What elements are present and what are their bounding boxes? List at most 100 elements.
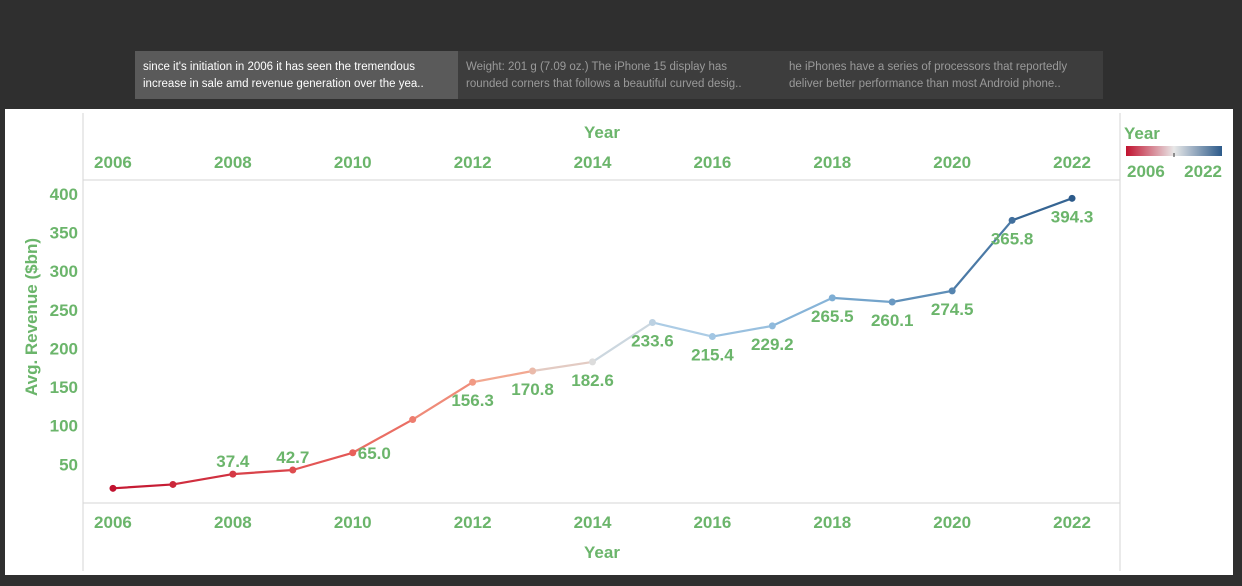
data-label-2019: 260.1 — [871, 311, 914, 330]
story-tab-3-line1: he iPhones have a series of processors t… — [789, 61, 1068, 73]
x-tick-top-2012: 2012 — [454, 153, 492, 172]
data-label-2008: 37.4 — [216, 452, 250, 471]
data-label-2020: 274.5 — [931, 300, 974, 319]
line-segment-2007-2008 — [171, 473, 234, 486]
line-segment-2010-2011 — [351, 418, 414, 454]
y-tick-350: 350 — [50, 224, 78, 243]
y-tick-200: 200 — [50, 339, 78, 358]
line-segment-2012-2013 — [471, 369, 534, 384]
line-segment-2020-2021 — [951, 219, 1014, 292]
line-segment-2008-2009 — [231, 468, 294, 476]
x-tick-bottom-2008: 2008 — [214, 513, 252, 532]
line-segment-2014-2015 — [591, 321, 654, 363]
data-point-2010[interactable] — [349, 449, 357, 457]
data-label-2014: 182.6 — [571, 371, 614, 390]
data-point-2015[interactable] — [648, 318, 656, 326]
data-point-2016[interactable] — [708, 333, 716, 341]
line-segment-2016-2017 — [711, 324, 774, 338]
series-line — [111, 197, 1074, 490]
data-point-2011[interactable] — [409, 416, 417, 424]
legend-max-label: 2022 — [1184, 162, 1222, 181]
data-label-2018: 265.5 — [811, 307, 854, 326]
x-tick-top-2016: 2016 — [693, 153, 731, 172]
data-label-2021: 365.8 — [991, 229, 1034, 248]
story-tab-3[interactable]: he iPhones have a series of processors t… — [781, 51, 1103, 99]
x-tick-top-2006: 2006 — [94, 153, 132, 172]
legend-gradient-bar — [1126, 146, 1222, 156]
bottom-strip — [0, 575, 1242, 586]
x-tick-top-2014: 2014 — [574, 153, 612, 172]
y-axis-title: Avg. Revenue ($bn) — [22, 238, 41, 396]
x-tick-top-2008: 2008 — [214, 153, 252, 172]
line-segment-2019-2020 — [891, 289, 954, 304]
x-tick-bottom-2006: 2006 — [94, 513, 132, 532]
data-label-2009: 42.7 — [276, 448, 309, 467]
x-tick-top-2022: 2022 — [1053, 153, 1091, 172]
data-point-2013[interactable] — [529, 367, 537, 375]
x-tick-bottom-2020: 2020 — [933, 513, 971, 532]
data-label-2013: 170.8 — [511, 380, 554, 399]
line-segment-2018-2019 — [831, 296, 894, 304]
data-labels: 37.4 42.7 65.0 156.3 170.8 182.6 233.6 215.4 229… — [216, 207, 1093, 471]
data-label-2016: 215.4 — [691, 346, 734, 365]
story-tab-2-line2: rounded corners that follows a beautiful… — [466, 78, 742, 90]
data-point-2009[interactable] — [289, 466, 297, 474]
data-point-2017[interactable] — [768, 322, 776, 330]
revenue-line-chart: Year Year Avg. Revenue ($bn) 2006 2008 201… — [22, 113, 1222, 571]
data-label-2017: 229.2 — [751, 335, 794, 354]
color-legend: Year 2006 2022 — [1124, 124, 1222, 181]
data-label-2012: 156.3 — [451, 391, 494, 410]
data-point-2022[interactable] — [1068, 194, 1076, 202]
x-tick-bottom-2018: 2018 — [813, 513, 851, 532]
x-tick-bottom-2014: 2014 — [574, 513, 612, 532]
y-ticks: 50 100 150 200 250 300 350 400 — [50, 185, 78, 474]
data-label-2010: 65.0 — [358, 444, 391, 463]
x-ticks-bottom: 2006 2008 2010 2012 2014 2016 2018 2020 2022 — [94, 513, 1091, 532]
line-segment-2015-2016 — [651, 321, 714, 338]
x-tick-bottom-2010: 2010 — [334, 513, 372, 532]
story-tab-2-line1: Weight: 201 g (7.09 oz.) The iPhone 15 d… — [466, 61, 728, 73]
line-segment-2009-2010 — [291, 451, 354, 472]
y-tick-100: 100 — [50, 417, 78, 436]
x-axis-title-top: Year — [584, 123, 620, 142]
dashboard-header: since it's initiation in 2006 it has see… — [0, 0, 1242, 108]
line-segment-2021-2022 — [1011, 197, 1074, 222]
story-tab-1[interactable]: since it's initiation in 2006 it has see… — [135, 51, 458, 99]
data-point-2012[interactable] — [469, 378, 477, 386]
line-segment-2017-2018 — [771, 296, 834, 327]
story-tab-1-line1: since it's initiation in 2006 it has see… — [143, 61, 415, 73]
story-tab-1-line2: increase in sale amd revenue generation … — [143, 78, 424, 90]
y-tick-400: 400 — [50, 185, 78, 204]
line-segment-2013-2014 — [531, 360, 594, 373]
data-point-2006[interactable] — [109, 484, 117, 492]
data-point-2019[interactable] — [888, 298, 896, 306]
data-point-2020[interactable] — [948, 287, 956, 295]
x-tick-top-2020: 2020 — [933, 153, 971, 172]
story-tab-2[interactable]: Weight: 201 g (7.09 oz.) The iPhone 15 d… — [458, 51, 781, 99]
y-tick-150: 150 — [50, 378, 78, 397]
chart-panel: Year Year Avg. Revenue ($bn) 2006 2008 201… — [5, 109, 1233, 575]
x-tick-top-2018: 2018 — [813, 153, 851, 172]
y-tick-300: 300 — [50, 262, 78, 281]
x-tick-bottom-2022: 2022 — [1053, 513, 1091, 532]
x-ticks-top: 2006 2008 2010 2012 2014 2016 2018 2020 2022 — [94, 153, 1091, 172]
data-point-2007[interactable] — [169, 480, 177, 488]
legend-min-label: 2006 — [1127, 162, 1165, 181]
line-segment-2006-2007 — [111, 483, 175, 490]
x-tick-top-2010: 2010 — [334, 153, 372, 172]
series-points — [109, 194, 1076, 492]
data-point-2014[interactable] — [589, 358, 597, 366]
data-label-2022: 394.3 — [1051, 207, 1094, 226]
x-tick-bottom-2012: 2012 — [454, 513, 492, 532]
data-point-2021[interactable] — [1008, 216, 1016, 224]
line-segment-2011-2012 — [411, 381, 474, 421]
x-tick-bottom-2016: 2016 — [693, 513, 731, 532]
story-tabs: since it's initiation in 2006 it has see… — [135, 51, 1103, 99]
story-tab-3-line2: deliver better performance than most And… — [789, 78, 1061, 90]
legend-title: Year — [1124, 124, 1160, 143]
data-point-2018[interactable] — [828, 294, 836, 302]
y-tick-250: 250 — [50, 301, 78, 320]
data-point-2008[interactable] — [229, 470, 237, 478]
data-label-2015: 233.6 — [631, 331, 674, 350]
x-axis-title-bottom: Year — [584, 543, 620, 562]
